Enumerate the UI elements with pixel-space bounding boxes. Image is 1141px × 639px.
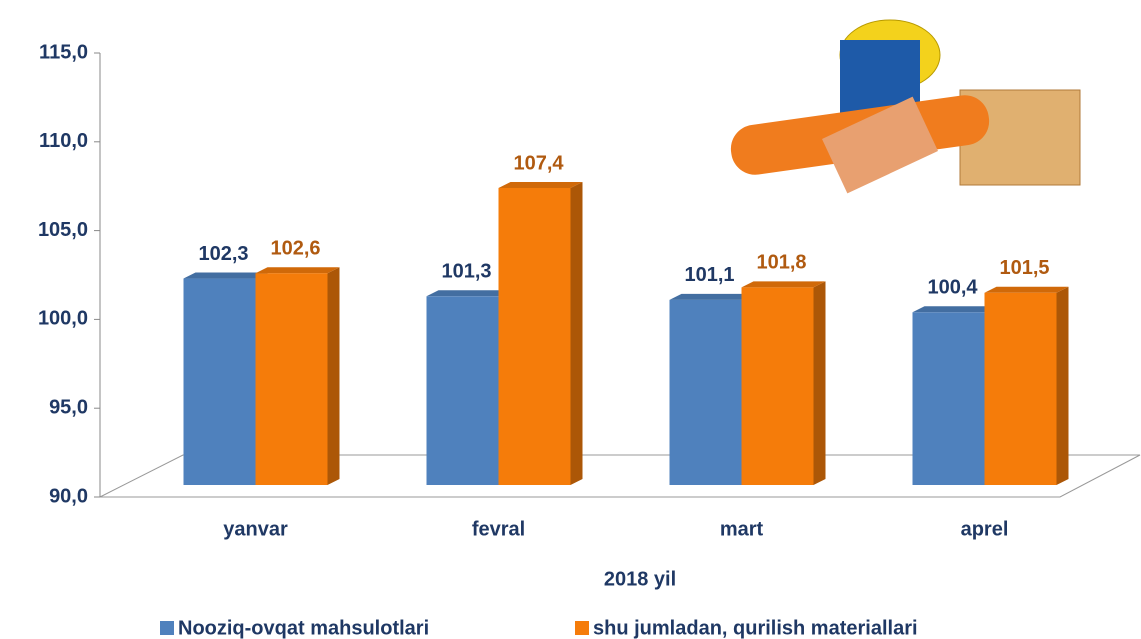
bar-face xyxy=(183,278,256,485)
bar-face xyxy=(669,293,754,300)
x-tick-label: yanvar xyxy=(223,518,288,540)
legend-label: Nooziq-ovqat mahsulotlari xyxy=(178,617,429,639)
y-tick-label: 90,0 xyxy=(49,485,88,507)
value-label: 101,8 xyxy=(756,252,806,274)
x-tick-label: aprel xyxy=(961,518,1009,540)
bar-face xyxy=(669,299,742,485)
bar-face xyxy=(426,290,511,297)
bar-face xyxy=(498,181,583,188)
x-axis-label: 2018 yil xyxy=(604,568,676,590)
value-label: 102,6 xyxy=(270,238,320,260)
y-tick-label: 95,0 xyxy=(49,396,88,418)
value-label: 101,1 xyxy=(684,264,734,286)
value-label: 100,4 xyxy=(927,277,978,299)
bar-face xyxy=(741,281,826,288)
legend-swatch xyxy=(575,621,589,635)
bar-face xyxy=(984,292,1057,485)
bar-face xyxy=(498,187,571,485)
bar-face xyxy=(741,287,814,485)
value-label: 102,3 xyxy=(198,243,248,265)
illustration xyxy=(730,19,1081,194)
bar-face xyxy=(984,286,1069,293)
y-tick-label: 110,0 xyxy=(39,130,88,152)
y-tick-label: 105,0 xyxy=(38,219,88,241)
bar-face xyxy=(912,306,997,313)
bar-face xyxy=(327,267,340,485)
bar xyxy=(669,293,754,485)
bar-face xyxy=(912,312,985,485)
bar xyxy=(183,272,268,485)
bar-face xyxy=(183,272,268,279)
legend-swatch xyxy=(160,621,174,635)
x-tick-label: mart xyxy=(720,518,764,540)
bar xyxy=(984,286,1069,485)
bar xyxy=(912,306,997,485)
bar xyxy=(741,281,826,485)
y-tick-label: 100,0 xyxy=(38,308,88,330)
bar-face xyxy=(255,267,340,274)
bar-face xyxy=(1056,286,1069,485)
bar xyxy=(498,181,583,485)
y-tick-label: 115,0 xyxy=(39,41,88,63)
floor xyxy=(99,454,1141,498)
bar xyxy=(255,267,340,485)
bar-face xyxy=(426,296,499,485)
bar xyxy=(426,290,511,485)
bar-face xyxy=(255,273,328,485)
value-label: 107,4 xyxy=(513,152,564,174)
x-tick-label: fevral xyxy=(472,518,525,540)
value-label: 101,5 xyxy=(999,257,1049,279)
bar-face xyxy=(813,281,826,485)
bar-face xyxy=(570,181,583,485)
value-label: 101,3 xyxy=(441,261,491,283)
legend-label: shu jumladan, qurilish materiallari xyxy=(593,617,918,639)
